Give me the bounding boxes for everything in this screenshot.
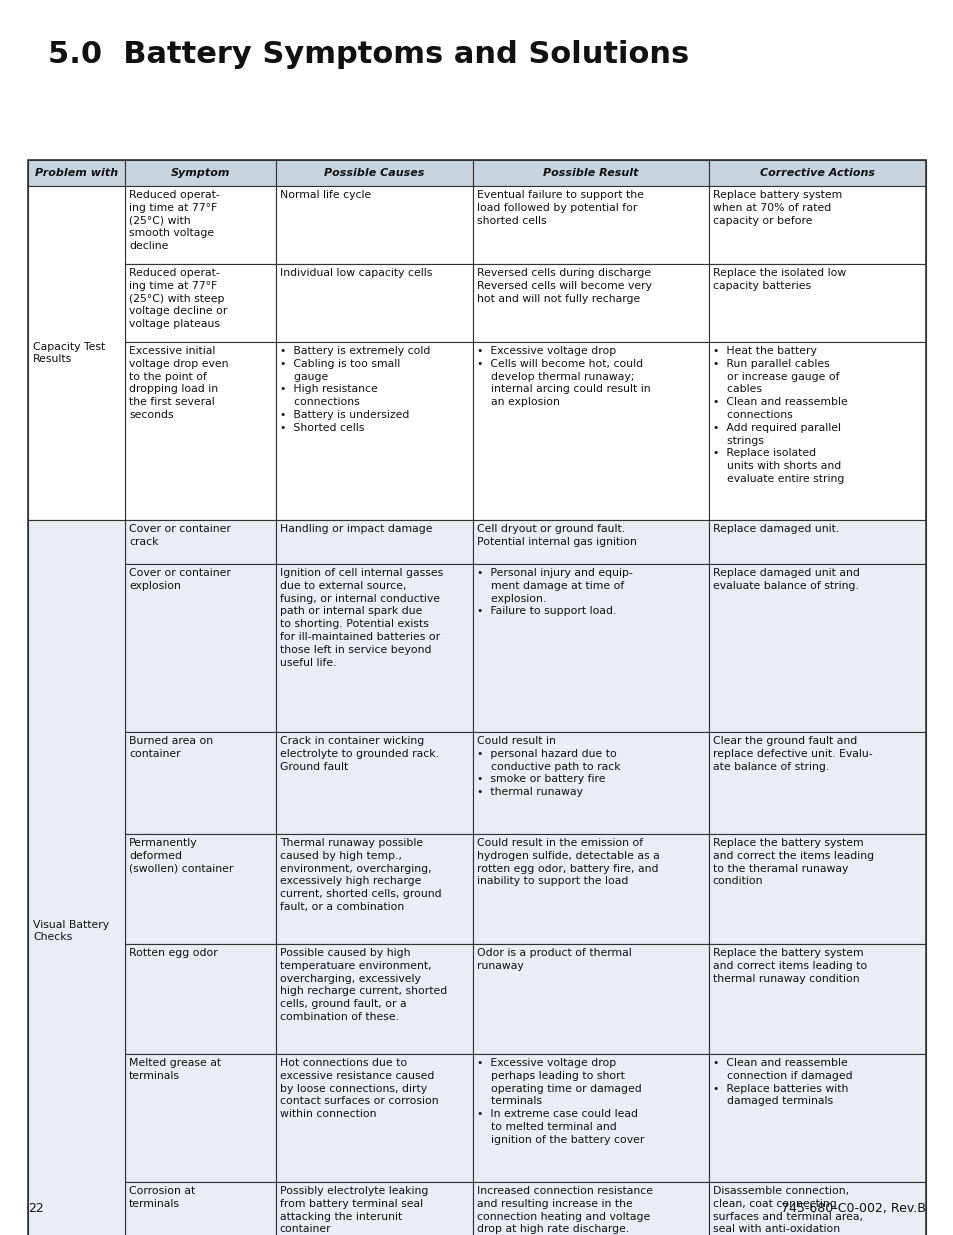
Bar (125, 264, 275, 342)
Bar (708, 944, 925, 1053)
Text: Reduced operat-
ing time at 77°F
(25°C) with
smooth voltage
decline: Reduced operat- ing time at 77°F (25°C) … (129, 190, 219, 251)
Bar (473, 732, 708, 834)
Bar (275, 520, 473, 564)
Bar (275, 186, 473, 264)
Text: Corrective Actions: Corrective Actions (759, 168, 874, 178)
Bar (473, 834, 708, 944)
Bar (275, 1182, 473, 1235)
Text: Thermal runaway possible
caused by high temp.,
environment, overcharging,
excess: Thermal runaway possible caused by high … (279, 839, 441, 911)
Text: Replace battery system
when at 70% of rated
capacity or before: Replace battery system when at 70% of ra… (712, 190, 841, 226)
Text: Crack in container wicking
electrolyte to grounded rack.
Ground fault: Crack in container wicking electrolyte t… (279, 736, 438, 772)
Text: •  Excessive voltage drop
•  Cells will become hot, could
    develop thermal ru: • Excessive voltage drop • Cells will be… (476, 346, 650, 408)
Text: Replace the battery system
and correct items leading to
thermal runaway conditio: Replace the battery system and correct i… (712, 948, 866, 983)
Bar (708, 342, 925, 520)
Text: Possible caused by high
temperatuare environment,
overcharging, excessively
high: Possible caused by high temperatuare env… (279, 948, 447, 1023)
Bar (708, 161, 925, 186)
Bar (275, 1053, 473, 1182)
Bar (275, 161, 473, 186)
Text: Possibly electrolyte leaking
from battery terminal seal
attacking the interunit
: Possibly electrolyte leaking from batter… (279, 1186, 428, 1235)
Text: Normal life cycle: Normal life cycle (279, 190, 371, 200)
Bar (473, 944, 708, 1053)
Text: Cover or container
crack: Cover or container crack (129, 524, 231, 547)
Bar (275, 342, 473, 520)
Text: Replace the battery system
and correct the items leading
to the theramal runaway: Replace the battery system and correct t… (712, 839, 873, 887)
Text: Burned area on
container: Burned area on container (129, 736, 213, 758)
Bar (125, 161, 275, 186)
Text: Replace damaged unit.: Replace damaged unit. (712, 524, 838, 534)
Text: Individual low capacity cells: Individual low capacity cells (279, 268, 432, 278)
Bar (708, 564, 925, 732)
Bar (125, 1182, 275, 1235)
Text: Visual Battery
Checks: Visual Battery Checks (33, 920, 109, 942)
Text: Replace the isolated low
capacity batteries: Replace the isolated low capacity batter… (712, 268, 845, 290)
Text: •  Excessive voltage drop
    perhaps leading to short
    operating time or dam: • Excessive voltage drop perhaps leading… (476, 1058, 644, 1145)
Text: Disassemble connection,
clean, coat connecting
surfaces and terminal area,
seal : Disassemble connection, clean, coat conn… (712, 1186, 868, 1235)
Text: Hot connections due to
excessive resistance caused
by loose connections, dirty
c: Hot connections due to excessive resista… (279, 1058, 438, 1119)
Bar (125, 520, 275, 564)
Text: Increased connection resistance
and resulting increase in the
connection heating: Increased connection resistance and resu… (476, 1186, 653, 1235)
Bar (708, 186, 925, 264)
Bar (473, 161, 708, 186)
Bar (125, 342, 275, 520)
Text: Melted grease at
terminals: Melted grease at terminals (129, 1058, 221, 1081)
Text: Ignition of cell internal gasses
due to external source,
fusing, or internal con: Ignition of cell internal gasses due to … (279, 568, 442, 668)
Bar (28, 161, 125, 186)
Text: 22: 22 (28, 1202, 44, 1215)
Text: Rotten egg odor: Rotten egg odor (129, 948, 217, 958)
Text: Corrosion at
terminals: Corrosion at terminals (129, 1186, 195, 1209)
Bar (708, 834, 925, 944)
Text: Reversed cells during discharge
Reversed cells will become very
hot and will not: Reversed cells during discharge Reversed… (476, 268, 652, 304)
Text: Capacity Test
Results: Capacity Test Results (33, 342, 105, 364)
Text: •  Clean and reassemble
    connection if damaged
•  Replace batteries with
    : • Clean and reassemble connection if dam… (712, 1058, 851, 1107)
Text: Possible Result: Possible Result (542, 168, 639, 178)
Bar (473, 520, 708, 564)
Text: Replace damaged unit and
evaluate balance of string.: Replace damaged unit and evaluate balanc… (712, 568, 859, 590)
Bar (708, 264, 925, 342)
Bar (125, 944, 275, 1053)
Text: Problem with: Problem with (35, 168, 118, 178)
Bar (473, 1053, 708, 1182)
Bar (473, 342, 708, 520)
Bar (275, 264, 473, 342)
Bar (125, 834, 275, 944)
Bar (28, 520, 125, 1235)
Bar (708, 520, 925, 564)
Text: Odor is a product of thermal
runaway: Odor is a product of thermal runaway (476, 948, 632, 971)
Bar (275, 834, 473, 944)
Bar (473, 564, 708, 732)
Text: Eventual failure to support the
load followed by potential for
shorted cells: Eventual failure to support the load fol… (476, 190, 643, 226)
Bar (275, 944, 473, 1053)
Text: Permanently
deformed
(swollen) container: Permanently deformed (swollen) container (129, 839, 233, 873)
Text: Could result in the emission of
hydrogen sulfide, detectable as a
rotten egg odo: Could result in the emission of hydrogen… (476, 839, 659, 887)
Bar (708, 732, 925, 834)
Text: 5.0  Battery Symptoms and Solutions: 5.0 Battery Symptoms and Solutions (48, 40, 688, 69)
Text: Could result in
•  personal hazard due to
    conductive path to rack
•  smoke o: Could result in • personal hazard due to… (476, 736, 620, 798)
Text: 745-680-C0-002, Rev.B: 745-680-C0-002, Rev.B (781, 1202, 925, 1215)
Text: •  Personal injury and equip-
    ment damage at time of
    explosion.
•  Failu: • Personal injury and equip- ment damage… (476, 568, 633, 616)
Text: Reduced operat-
ing time at 77°F
(25°C) with steep
voltage decline or
voltage pl: Reduced operat- ing time at 77°F (25°C) … (129, 268, 227, 330)
Text: •  Heat the battery
•  Run parallel cables
    or increase gauge of
    cables
•: • Heat the battery • Run parallel cables… (712, 346, 846, 484)
Bar (708, 1053, 925, 1182)
Text: Symptom: Symptom (171, 168, 230, 178)
Text: Possible Causes: Possible Causes (324, 168, 424, 178)
Bar (708, 1182, 925, 1235)
Bar (125, 1053, 275, 1182)
Bar (125, 186, 275, 264)
Bar (473, 1182, 708, 1235)
Bar (125, 564, 275, 732)
Text: Cell dryout or ground fault.
Potential internal gas ignition: Cell dryout or ground fault. Potential i… (476, 524, 637, 547)
Bar (125, 732, 275, 834)
Bar (28, 186, 125, 520)
Text: •  Battery is extremely cold
•  Cabling is too small
    gauge
•  High resistanc: • Battery is extremely cold • Cabling is… (279, 346, 430, 432)
Bar (473, 264, 708, 342)
Bar (473, 186, 708, 264)
Text: Cover or container
explosion: Cover or container explosion (129, 568, 231, 590)
Bar (275, 564, 473, 732)
Text: Clear the ground fault and
replace defective unit. Evalu-
ate balance of string.: Clear the ground fault and replace defec… (712, 736, 871, 772)
Text: Excessive initial
voltage drop even
to the point of
dropping load in
the first s: Excessive initial voltage drop even to t… (129, 346, 229, 420)
Bar (275, 732, 473, 834)
Text: Handling or impact damage: Handling or impact damage (279, 524, 432, 534)
